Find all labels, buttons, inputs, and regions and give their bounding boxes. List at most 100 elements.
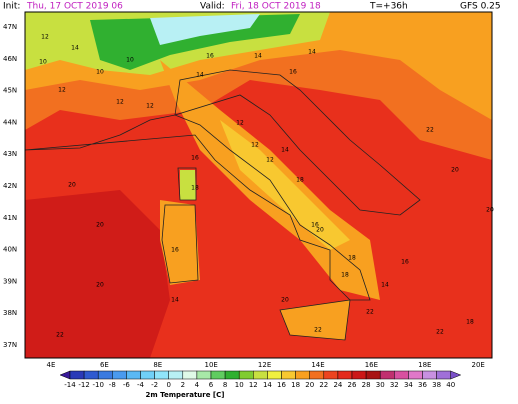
colorbar-label: 26: [348, 381, 357, 389]
colorbar-label: 18: [291, 381, 300, 389]
colorbar-label: 2: [181, 381, 185, 389]
colorbar-end: [450, 370, 462, 380]
colorbar-bin: [97, 370, 113, 380]
station-value: 18: [191, 185, 199, 192]
station-value: 12: [116, 99, 124, 106]
station-value: 12: [266, 157, 274, 164]
coastlines: [24, 69, 421, 341]
colorbar-bin: [422, 370, 437, 380]
colorbar-label: 4: [195, 381, 200, 389]
colorbar-label: 24: [333, 381, 342, 389]
init-value: Thu, 17 OCT 2019 06: [26, 2, 123, 12]
lon-label: 10E: [205, 361, 218, 369]
lat-label: 46N: [3, 55, 17, 63]
colorbar-bin: [267, 370, 282, 380]
station-value: 12: [251, 142, 259, 149]
lat-label: 47N: [3, 23, 17, 31]
colorbar-bin: [295, 370, 310, 380]
lon-label: 16E: [365, 361, 378, 369]
colorbar-label: 8: [223, 381, 227, 389]
colorbar-bin: [126, 370, 141, 380]
lat-label: 41N: [3, 214, 17, 222]
lon-label: 4E: [47, 361, 56, 369]
valid-value: Fri, 18 OCT 2019 18: [231, 2, 321, 12]
lat-label: 37N: [3, 341, 17, 349]
station-value: 14: [254, 53, 262, 60]
station-value: 16: [206, 53, 214, 60]
station-value: 18: [466, 319, 474, 326]
colorbar-bin: [408, 370, 423, 380]
station-value: 16: [311, 222, 319, 229]
lat-label: 39N: [3, 277, 17, 285]
colorbar-label: -4: [137, 381, 145, 389]
colorbar-label: 40: [446, 381, 455, 389]
colorbar-label: 36: [418, 381, 427, 389]
station-value: 22: [426, 127, 434, 134]
station-value: 22: [314, 327, 322, 334]
lon-label: 18E: [418, 361, 431, 369]
colorbar-label: -14: [64, 381, 76, 389]
lat-label: 42N: [3, 182, 17, 190]
station-value: 12: [58, 87, 66, 94]
station-value: 20: [486, 207, 494, 214]
station-value: 22: [436, 329, 444, 336]
colorbar-bin: [224, 370, 240, 380]
init-label: Init:: [3, 2, 20, 12]
colorbar-label: 28: [362, 381, 371, 389]
model: GFS 0.25: [460, 2, 501, 12]
station-value: 16: [289, 69, 297, 76]
colorbar-bin: [154, 370, 169, 380]
colorbar-label: 14: [263, 381, 272, 389]
station-value: 18: [348, 255, 356, 262]
lat-label: 45N: [3, 87, 17, 95]
station-value: 22: [366, 309, 374, 316]
station-value: 10: [96, 69, 104, 76]
lat-label: 40N: [3, 246, 17, 254]
station-value: 14: [71, 45, 79, 52]
valid-label: Valid:: [200, 2, 225, 12]
lat-label: 38N: [3, 309, 17, 317]
colorbar-label: -10: [92, 381, 103, 389]
colorbar-bin: [182, 370, 198, 380]
station-value: 14: [308, 49, 316, 56]
colorbar-bin: [168, 370, 184, 380]
colorbar-label: 38: [432, 381, 441, 389]
colorbar-end: [59, 370, 71, 380]
lon-label: 12E: [258, 361, 271, 369]
colorbar-bin: [238, 370, 254, 380]
colorbar-label: 12: [249, 381, 258, 389]
station-value: 18: [296, 177, 304, 184]
station-value: 16: [191, 155, 199, 162]
station-value: 20: [316, 227, 324, 234]
station-value: 18: [341, 272, 349, 279]
colorbar-bin: [436, 370, 451, 380]
station-value: 20: [451, 167, 459, 174]
station-value: 20: [68, 182, 76, 189]
lon-label: 6E: [100, 361, 109, 369]
temperature-field: [25, 12, 492, 358]
colorbar-bin: [69, 370, 85, 380]
station-value: 20: [96, 282, 104, 289]
colorbar-label: 20: [305, 381, 314, 389]
colorbar-bin: [394, 370, 409, 380]
map-frame: [24, 11, 493, 359]
colorbar-bin: [281, 370, 296, 380]
lon-label: 14E: [311, 361, 324, 369]
station-value: 14: [381, 282, 389, 289]
colorbar-bin: [253, 370, 268, 380]
station-value: 10: [126, 57, 134, 64]
station-value: 20: [281, 297, 289, 304]
station-value: 14: [281, 147, 289, 154]
colorbar-bin: [83, 370, 99, 380]
lead-time: T=+36h: [369, 2, 408, 12]
station-value: 10: [39, 59, 47, 66]
colorbar-bin: [112, 370, 127, 380]
station-value: 20: [96, 222, 104, 229]
colorbar-label: 22: [319, 381, 328, 389]
colorbar-label: 6: [209, 381, 214, 389]
station-value: 16: [171, 247, 179, 254]
station-value: 12: [146, 103, 154, 110]
colorbar-label: -12: [78, 381, 89, 389]
colorbar-label: -6: [123, 381, 131, 389]
